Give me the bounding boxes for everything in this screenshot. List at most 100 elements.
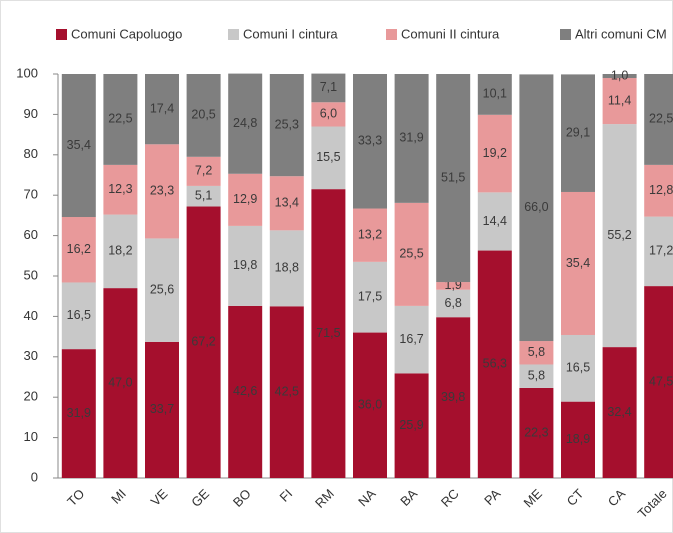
bar-segment (394, 74, 429, 203)
value-label: 25,9 (399, 418, 423, 432)
bar-segment (186, 156, 221, 186)
value-label: 18,9 (566, 432, 590, 446)
value-label: 22,5 (108, 112, 132, 126)
value-label: 42,5 (275, 384, 299, 398)
bar-segment (311, 73, 346, 103)
bar-segment (477, 74, 512, 115)
value-label: 5,8 (528, 345, 545, 359)
value-label: 6,0 (320, 107, 337, 121)
bar-segment (436, 317, 471, 478)
value-label: 47,0 (108, 375, 132, 389)
bar-segment (186, 185, 221, 207)
value-label: 16,5 (566, 361, 590, 375)
bar-segment (269, 176, 304, 231)
bar-segment (311, 102, 346, 127)
bar-segment (186, 206, 221, 478)
bar-segment (644, 286, 673, 478)
value-label: 25,3 (275, 117, 299, 131)
bar-segment (436, 282, 471, 290)
bar-segment (394, 202, 429, 306)
bar-segment (61, 349, 96, 478)
value-label: 71,5 (316, 326, 340, 340)
y-tick-label: 70 (24, 187, 38, 202)
bar-segment (602, 74, 637, 79)
value-label: 16,2 (67, 242, 91, 256)
value-label: 24,8 (233, 116, 257, 130)
y-tick-label: 60 (24, 227, 38, 242)
y-tick-label: 100 (16, 65, 38, 80)
value-label: 33,7 (150, 402, 174, 416)
bar-segment (519, 364, 554, 388)
bar-segment (269, 230, 304, 307)
value-label: 13,4 (275, 196, 299, 210)
bar-segment (353, 332, 387, 478)
value-label: 22,5 (649, 112, 673, 126)
legend-swatch (386, 29, 397, 40)
bar-segment (353, 74, 387, 209)
bar-segment (145, 144, 179, 239)
legend-label: Comuni I cintura (243, 26, 338, 41)
y-tick-label: 80 (24, 146, 38, 161)
bar-segment (353, 208, 387, 262)
value-label: 7,1 (320, 80, 337, 94)
value-label: 1,0 (611, 68, 628, 82)
value-label: 32,4 (607, 405, 631, 419)
value-label: 20,5 (191, 108, 215, 122)
bar-segment (602, 124, 637, 348)
legend-label: Comuni II cintura (401, 26, 500, 41)
bar-segment (311, 189, 346, 478)
bar-segment (145, 238, 179, 342)
bar-segment (228, 173, 263, 226)
value-label: 7,2 (195, 164, 212, 178)
bar-segment (477, 250, 512, 478)
value-label: 67,2 (191, 335, 215, 349)
legend-swatch (560, 29, 571, 40)
value-label: 12,8 (649, 183, 673, 197)
value-label: 23,3 (150, 184, 174, 198)
bar-segment (61, 74, 96, 218)
bar-segment (477, 114, 512, 193)
value-label: 11,4 (608, 93, 631, 107)
bar-segment (394, 373, 429, 478)
y-tick-label: 40 (24, 308, 38, 323)
bar-segment (103, 74, 138, 165)
bar-segment (353, 261, 387, 333)
bar-segment (103, 288, 138, 478)
value-label: 12,3 (108, 182, 132, 196)
bar-segment (436, 289, 471, 318)
bar-segment (561, 401, 595, 478)
value-label: 16,7 (399, 332, 423, 346)
value-label: 12,9 (233, 192, 257, 206)
value-label: 15,5 (316, 150, 340, 164)
value-label: 56,3 (483, 357, 507, 371)
bar-segment (436, 74, 471, 283)
bar-segment (561, 334, 595, 402)
value-label: 16,5 (67, 308, 91, 322)
value-label: 19,8 (233, 258, 257, 272)
bar-segment (103, 214, 138, 289)
bar-segment (561, 191, 595, 335)
legend-swatch (56, 29, 67, 40)
bar-segment (145, 74, 179, 145)
bar-segment (644, 164, 673, 217)
bar-segment (145, 341, 179, 478)
value-label: 13,2 (358, 227, 382, 241)
bar-segment (519, 341, 554, 365)
bar-segment (519, 74, 554, 342)
value-label: 31,9 (67, 406, 91, 420)
y-tick-label: 20 (24, 389, 38, 404)
bar-segment (311, 126, 346, 190)
value-label: 29,1 (566, 125, 590, 139)
value-label: 66,0 (524, 200, 548, 214)
bar-segment (228, 225, 263, 306)
value-label: 35,4 (67, 138, 91, 152)
value-label: 17,4 (150, 101, 174, 115)
legend-label: Altri comuni CM (575, 26, 667, 41)
value-label: 10,1 (483, 87, 507, 101)
value-label: 42,6 (233, 384, 257, 398)
value-label: 55,2 (607, 228, 631, 242)
value-label: 14,4 (483, 214, 507, 228)
value-label: 18,8 (275, 261, 299, 275)
value-label: 25,5 (399, 247, 423, 261)
